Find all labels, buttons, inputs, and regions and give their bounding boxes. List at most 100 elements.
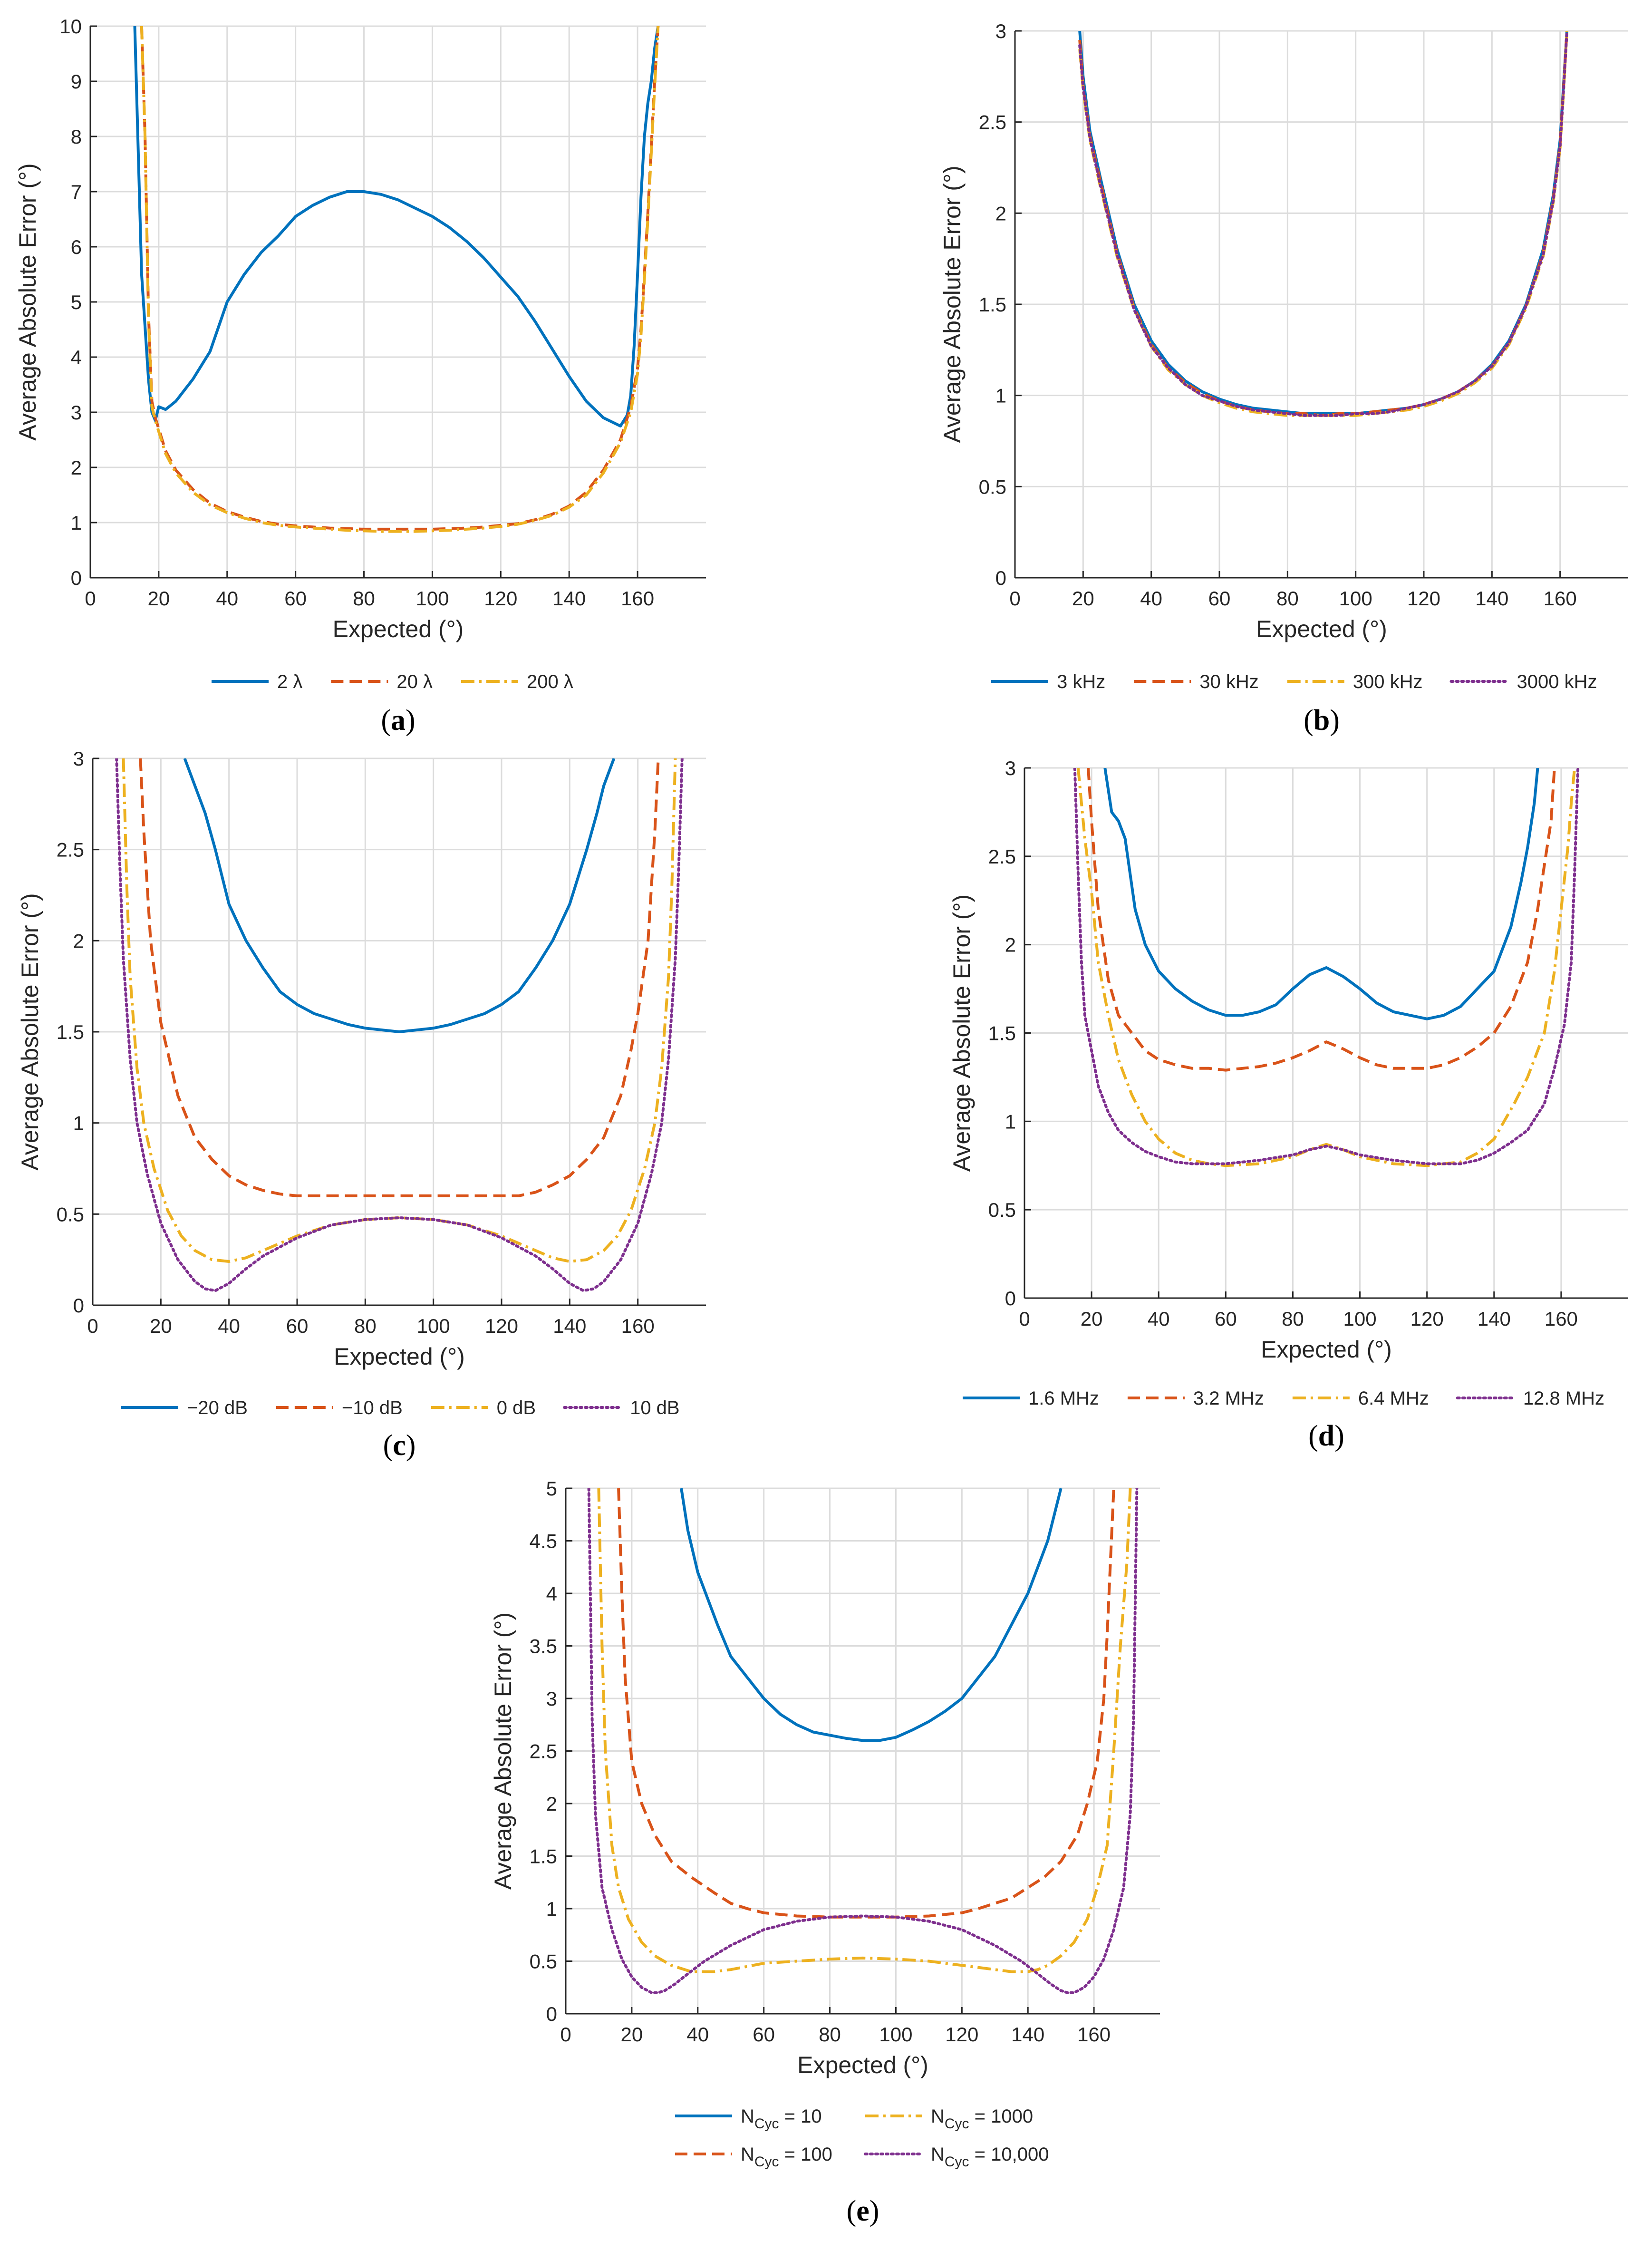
y-tick-label: 0.5 [979, 475, 1006, 498]
panel-label: (c) [383, 1429, 416, 1462]
x-tick-label: 160 [621, 587, 654, 610]
series-group [1078, 31, 1568, 417]
x-tick-label: 140 [553, 1315, 586, 1337]
x-tick-label: 140 [1478, 1308, 1511, 1330]
legend-label: −20 dB [187, 1397, 248, 1418]
x-tick-label: 0 [85, 587, 96, 610]
y-tick-label: 0.5 [530, 1950, 557, 1973]
x-tick-label: 160 [1077, 2023, 1111, 2046]
x-tick-label: 80 [354, 1315, 377, 1337]
legend-label: NCyc = 10 [741, 2106, 822, 2132]
series-line-c-0 [183, 758, 616, 1033]
series-line-a-0 [133, 26, 660, 427]
x-tick-label: 140 [552, 587, 586, 610]
series-line-e-3 [587, 1488, 1139, 1994]
y-tick-label: 1 [1005, 1110, 1016, 1133]
legend-label: 3 kHz [1057, 671, 1105, 692]
y-tick-label: 0 [73, 1294, 84, 1317]
y-tick-label: 0 [71, 567, 82, 589]
y-tick-label: 1.5 [979, 293, 1006, 316]
y-tick-label: 3 [995, 20, 1006, 42]
y-tick-label: 4 [546, 1582, 557, 1605]
x-axis-title: Expected (°) [1261, 1336, 1392, 1363]
x-tick-label: 60 [284, 587, 307, 610]
x-tick-label: 140 [1475, 587, 1508, 610]
x-tick-label: 160 [1544, 587, 1577, 610]
series-group [115, 758, 684, 1292]
x-axis-title: Expected (°) [334, 1343, 465, 1370]
y-tick-label: 0.5 [57, 1203, 84, 1225]
x-tick-label: 120 [1407, 587, 1440, 610]
y-tick-label: 0 [546, 2003, 557, 2025]
x-tick-label: 160 [621, 1315, 655, 1337]
y-tick-label: 0 [1005, 1287, 1016, 1310]
legend-label-main: N [931, 2144, 945, 2165]
x-tick-label: 60 [286, 1315, 309, 1337]
x-tick-label: 40 [218, 1315, 240, 1337]
y-tick-label: 1.5 [988, 1022, 1016, 1045]
y-axis-title: Average Absolute Error (°) [14, 163, 41, 440]
x-tick-label: 80 [819, 2023, 841, 2046]
legend-label-subscript: Cyc [945, 2116, 969, 2132]
legend-label: 200 λ [527, 671, 573, 692]
legend-label-subscript: Cyc [754, 2154, 779, 2170]
x-tick-label: 160 [1545, 1308, 1578, 1330]
x-tick-label: 20 [150, 1315, 172, 1337]
y-tick-label: 3 [546, 1688, 557, 1710]
y-tick-label: 3 [1005, 757, 1016, 779]
y-tick-label: 5 [71, 291, 82, 313]
legend-label: 12.8 MHz [1523, 1388, 1604, 1409]
legend-label: 3.2 MHz [1193, 1388, 1264, 1409]
x-tick-label: 120 [484, 587, 517, 610]
legend-label-main: N [741, 2144, 754, 2165]
legend-label: −10 dB [342, 1397, 403, 1418]
legend-label-main: N [741, 2106, 754, 2127]
y-tick-label: 6 [71, 236, 82, 258]
legend-label: 6.4 MHz [1358, 1388, 1429, 1409]
legend: −20 dB −10 dB 0 dB 10 dB [121, 1397, 680, 1418]
y-tick-label: 2 [995, 202, 1006, 224]
legend-label: 1.6 MHz [1028, 1388, 1099, 1409]
x-tick-label: 40 [216, 587, 238, 610]
legend-label: NCyc = 1000 [931, 2106, 1033, 2132]
y-tick-label: 8 [71, 126, 82, 148]
x-tick-label: 20 [621, 2023, 643, 2046]
series-line-c-2 [122, 758, 677, 1263]
y-axis-title: Average Absolute Error (°) [17, 893, 43, 1170]
legend-label: 300 kHz [1353, 671, 1423, 692]
x-tick-label: 20 [148, 587, 170, 610]
y-tick-label: 3 [71, 401, 82, 424]
legend-label-suffix: = 10,000 [969, 2144, 1049, 2165]
series-line-c-3 [115, 758, 684, 1292]
x-axis-title: Expected (°) [333, 616, 464, 642]
x-tick-label: 0 [560, 2023, 571, 2046]
y-tick-label: 7 [71, 181, 82, 203]
x-axis-title: Expected (°) [797, 2052, 928, 2078]
y-tick-label: 2 [71, 456, 82, 479]
legend-label: 30 kHz [1199, 671, 1259, 692]
legend-label: 0 dB [497, 1397, 536, 1418]
legend-label: 3000 kHz [1517, 671, 1597, 692]
x-tick-label: 60 [1215, 1308, 1237, 1330]
series-line-d-0 [1103, 768, 1539, 1020]
chart-panel-c: 0 20 40 60 80 100 120 140 160 0 0.5 1 1.5 2 2.5 3 Expect… [17, 747, 706, 1462]
x-tick-label: 20 [1081, 1308, 1103, 1330]
series-group [587, 1488, 1139, 1994]
x-tick-label: 80 [1276, 587, 1299, 610]
x-tick-label: 100 [879, 2023, 912, 2046]
x-tick-label: 100 [1343, 1308, 1377, 1330]
x-tick-label: 100 [1339, 587, 1372, 610]
x-tick-label: 60 [753, 2023, 775, 2046]
legend-label: 2 λ [277, 671, 302, 692]
y-tick-label: 2 [73, 930, 84, 952]
chart-panel-d: 0 20 40 60 80 100 120 140 160 0 0.5 1 1.5 2 2.5 3 Expect… [948, 757, 1628, 1452]
legend-label-subscript: Cyc [754, 2116, 779, 2132]
y-tick-label: 1 [73, 1112, 84, 1135]
x-tick-label: 60 [1208, 587, 1231, 610]
y-axis-title: Average Absolute Error (°) [490, 1612, 516, 1890]
chart-panel-b: 0 20 40 60 80 100 120 140 160 0 0.5 1 1.5 2 2.5 3 Expect… [939, 20, 1628, 737]
series-line-e-0 [680, 1488, 1063, 1742]
legend-label-suffix: = 1000 [969, 2106, 1034, 2127]
x-tick-label: 100 [415, 587, 449, 610]
